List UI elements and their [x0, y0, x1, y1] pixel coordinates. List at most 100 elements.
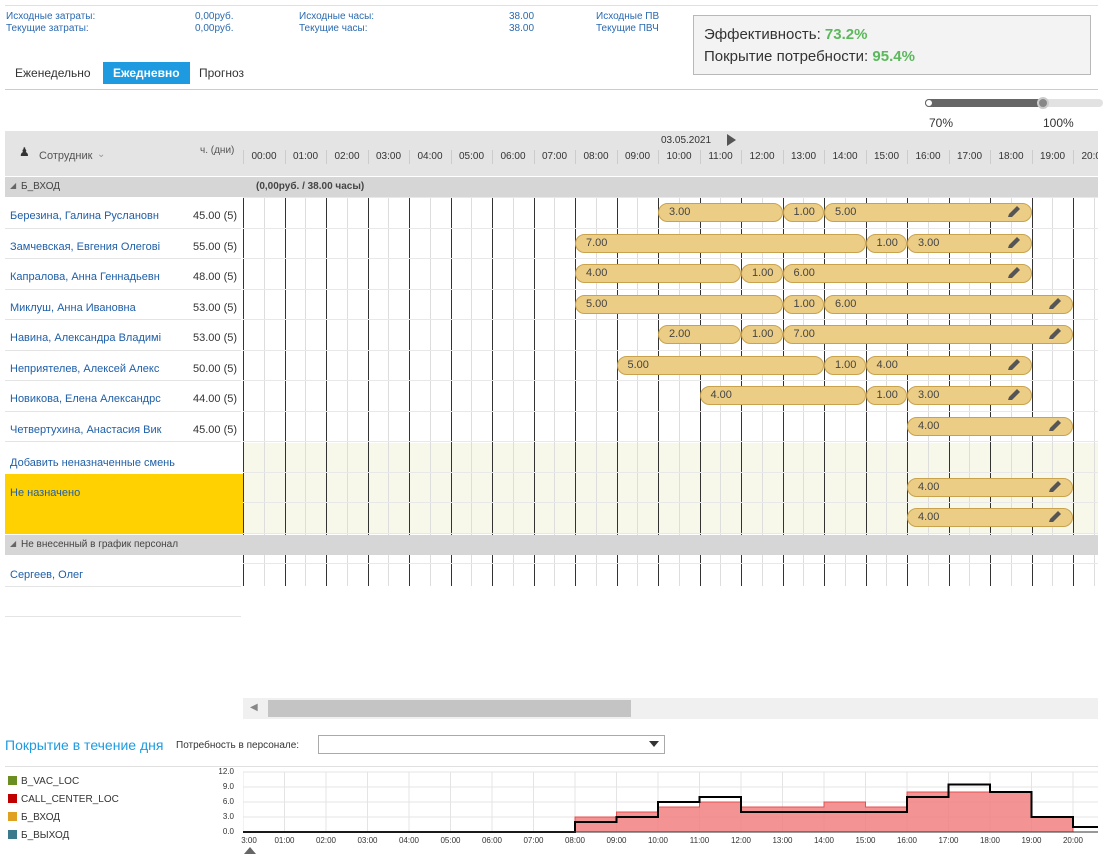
- legend-swatch: [8, 830, 17, 839]
- collapse-triangle-icon[interactable]: ◢: [10, 181, 17, 190]
- shift-block[interactable]: 1.00: [824, 355, 866, 375]
- group-summary: (0,00руб. / 38.00 часы): [256, 181, 365, 192]
- collapse-triangle-icon[interactable]: ◢: [10, 539, 17, 548]
- next-day-icon[interactable]: [727, 134, 736, 146]
- zoom-min-knob[interactable]: [925, 99, 933, 107]
- shift-block[interactable]: 6.00: [782, 264, 1032, 283]
- edit-pencil-icon[interactable]: [1006, 388, 1022, 402]
- edit-pencil-icon[interactable]: [1047, 327, 1063, 341]
- shift-block[interactable]: 4.00: [575, 264, 741, 283]
- row-line: [243, 288, 1098, 290]
- section-divider: [5, 766, 1098, 767]
- hour-label: 16:00: [907, 150, 948, 164]
- employee-name[interactable]: Неприятелев, Алексей Алекс: [10, 362, 160, 375]
- employee-name[interactable]: Навина, Александра Владимі: [10, 332, 162, 344]
- unassigned-label[interactable]: Не назначено: [10, 487, 81, 499]
- shift-block[interactable]: 5.00: [824, 203, 1032, 222]
- employee-name[interactable]: Новикова, Елена Александрс: [10, 393, 161, 405]
- shift-block[interactable]: 1.00: [741, 325, 783, 344]
- shift-block[interactable]: 1.00: [782, 203, 824, 222]
- grid-header-left: ♟ Сотрудник ⌄ ч. (дни): [5, 131, 243, 176]
- employee-column-header[interactable]: Сотрудник: [39, 150, 93, 162]
- grid-line: [575, 197, 576, 586]
- employee-name[interactable]: Замчевская, Евгения Олегові: [10, 240, 161, 253]
- x-tick-label: 10:00: [647, 836, 669, 845]
- timeline-grid: 3.00 1.00 5.00 7.00 1.00 3.00 4.00 1.00 6.00 5.00…: [243, 197, 1098, 586]
- hours-column-header: ч. (дни): [200, 145, 235, 156]
- dropdown-arrow-icon[interactable]: [649, 741, 659, 747]
- group-header[interactable]: ◢ Б_ВХОД (0,00руб. / 38.00 часы): [5, 177, 1098, 197]
- shift-block[interactable]: 5.00: [616, 355, 824, 375]
- edit-pencil-icon[interactable]: [1047, 510, 1063, 524]
- efficiency-label: Эффективность:: [704, 26, 821, 43]
- y-tick-label: 12.0: [218, 767, 234, 776]
- y-tick-label: 9.0: [222, 782, 234, 791]
- unscheduled-employee-name[interactable]: Сергеев, Олег: [10, 569, 84, 581]
- row-line: [243, 441, 1098, 442]
- shift-block[interactable]: 7.00: [575, 233, 866, 253]
- edit-pencil-icon[interactable]: [1006, 266, 1022, 280]
- staff-need-select[interactable]: [318, 735, 665, 754]
- x-tick-label: 17:00: [938, 836, 959, 845]
- shift-block[interactable]: 4.00: [865, 355, 1032, 375]
- shift-block[interactable]: 4.00: [907, 477, 1073, 497]
- grid-line: [284, 197, 286, 586]
- grid-line: [658, 197, 659, 586]
- group-bar-mask: [243, 535, 1098, 555]
- edit-pencil-icon[interactable]: [1006, 236, 1022, 250]
- zoom-handle[interactable]: [1037, 97, 1049, 109]
- shift-block[interactable]: 6.00: [824, 294, 1073, 314]
- scrollbar-thumb[interactable]: [268, 700, 631, 717]
- edit-pencil-icon[interactable]: [1006, 358, 1022, 372]
- grid-line: [595, 197, 597, 586]
- sort-chevron-icon[interactable]: ⌄: [97, 149, 106, 160]
- employee-name[interactable]: Четвертухина, Анастасия Вик: [10, 423, 162, 436]
- initial-cost-value: 0,00руб.: [195, 11, 234, 22]
- scroll-left-icon[interactable]: ◀: [250, 702, 258, 713]
- grid-line: [1073, 197, 1074, 586]
- row-divider: [5, 319, 241, 320]
- shift-block[interactable]: 3.00: [658, 203, 783, 222]
- initial-hours-value: 38.00: [509, 11, 535, 22]
- shift-block[interactable]: 3.00: [907, 233, 1032, 253]
- legend-item: Б_ВХОД: [8, 812, 60, 823]
- shift-block[interactable]: 4.00: [699, 386, 866, 405]
- employee-name[interactable]: Капралова, Анна Геннадьевн: [10, 271, 160, 283]
- row-divider: [5, 227, 241, 229]
- edit-pencil-icon[interactable]: [1047, 297, 1063, 311]
- shift-block[interactable]: 1.00: [782, 294, 824, 314]
- shift-block[interactable]: 3.00: [907, 386, 1032, 405]
- employee-name[interactable]: Березина, Галина Руслановн: [10, 210, 159, 222]
- staff-need-label: Потребность в персонале:: [176, 740, 300, 751]
- employee-hours: 48.00 (5): [193, 271, 238, 283]
- initial-hours-label: Исходные часы:: [299, 11, 375, 22]
- tab-weekly[interactable]: Еженедельно: [15, 66, 91, 80]
- tab-daily[interactable]: Ежедневно: [103, 62, 190, 84]
- legend-item: CALL_CENTER_LOC: [8, 794, 119, 805]
- shift-block[interactable]: 1.00: [741, 264, 783, 283]
- shift-block[interactable]: 1.00: [865, 386, 907, 405]
- zoom-min-label: 70%: [929, 116, 954, 130]
- shift-block[interactable]: 5.00: [575, 294, 783, 314]
- hour-label: 06:00: [492, 150, 533, 164]
- row-line: [243, 410, 1098, 412]
- row-line: [243, 258, 1098, 259]
- edit-pencil-icon[interactable]: [1047, 480, 1063, 494]
- efficiency-row: Эффективность: 73.2%: [704, 24, 1080, 46]
- shift-block[interactable]: 2.00: [658, 325, 741, 344]
- y-tick-label: 0.0: [222, 827, 234, 836]
- shift-block[interactable]: 7.00: [782, 325, 1073, 344]
- zoom-slider[interactable]: [925, 97, 1103, 109]
- shift-block[interactable]: 4.00: [907, 416, 1073, 436]
- shift-block[interactable]: 4.00: [907, 508, 1073, 527]
- shift-block[interactable]: 1.00: [865, 233, 907, 253]
- legend-swatch: [8, 794, 17, 803]
- employee-hours: 55.00 (5): [193, 240, 238, 253]
- employee-name[interactable]: Миклуш, Анна Ивановна: [10, 301, 136, 314]
- edit-pencil-icon[interactable]: [1047, 419, 1063, 433]
- hour-label: 12:00: [741, 150, 782, 164]
- tab-forecast[interactable]: Прогноз: [199, 66, 245, 80]
- horizontal-scrollbar[interactable]: ◀: [243, 698, 1098, 719]
- edit-pencil-icon[interactable]: [1006, 205, 1022, 219]
- add-unassigned-shifts-link[interactable]: Добавить неназначенные смены: [10, 457, 175, 469]
